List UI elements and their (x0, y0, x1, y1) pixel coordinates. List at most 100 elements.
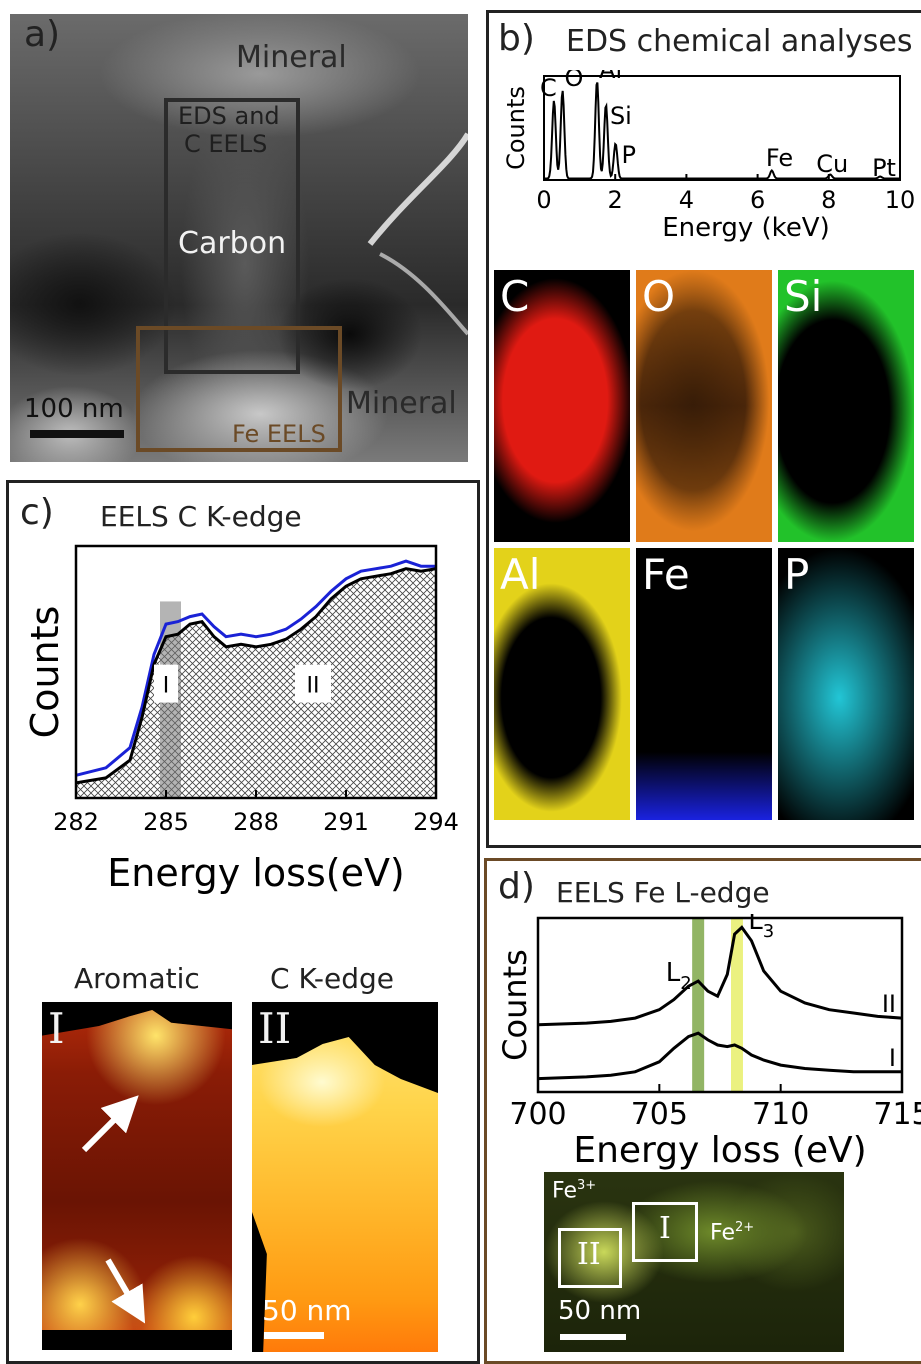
scalebar-c (264, 1332, 324, 1339)
fe-series-line (537, 1031, 902, 1081)
ckedge-x-tick-label: 291 (323, 808, 369, 836)
map-II-title: C K-edge (270, 962, 394, 995)
arrow-down-icon (105, 1258, 146, 1324)
eds-peak-label: Pt (872, 154, 896, 182)
eds-map-label: Al (500, 550, 541, 599)
panel-c-frame (6, 480, 480, 1364)
eds-map-label: Fe (642, 550, 690, 599)
eds-x-tick-label: 6 (750, 186, 765, 214)
fe-ledge-chart: IIIL2L3700705710715Energy loss (eV)Count… (496, 914, 921, 1171)
scalebar-label-a: 100 nm (24, 394, 124, 424)
fe-box-II-label: II (577, 1237, 601, 1272)
panel-c-letter: c) (20, 492, 54, 533)
ckedge-x-axis-label: Energy loss(eV) (107, 851, 405, 895)
eds-peak-label: C (540, 74, 557, 102)
eds-x-tick-label: 10 (885, 186, 916, 214)
eds-map-al: Al (494, 548, 630, 820)
eds-x-tick-label: 8 (821, 186, 836, 214)
fe-y-axis-label: Counts (496, 949, 534, 1061)
label-fe3: Fe3+ (552, 1178, 597, 1204)
eds-spectrum-line (544, 82, 900, 180)
scalebar-a (30, 430, 124, 438)
eds-x-tick-label: 2 (608, 186, 623, 214)
eds-maps-grid: C O Si Al Fe P (494, 270, 921, 822)
fe-peak-label: L2 (666, 958, 692, 994)
fe-box-II: II (558, 1228, 622, 1288)
fe-x-tick-label: 715 (873, 1097, 921, 1132)
map-I-label: I (48, 1004, 65, 1053)
panel-a-letter: a) (24, 14, 61, 55)
label-mineral-top: Mineral (236, 40, 347, 75)
eds-peak-label: O (565, 70, 584, 92)
panel-d-title: EELS Fe L-edge (556, 876, 770, 909)
eds-peak-label: Fe (766, 144, 793, 172)
eds-map-label: O (642, 272, 676, 321)
ckedge-x-tick-label: 294 (413, 808, 459, 836)
eds-map-c: C (494, 270, 630, 542)
label-fe2-charge: 2+ (735, 1220, 755, 1235)
scalebar-label-c: 50 nm (262, 1294, 352, 1327)
eds-map-label: P (784, 550, 810, 599)
eds-x-tick-label: 4 (679, 186, 694, 214)
label-fe-eels: Fe EELS (232, 420, 326, 448)
eds-eels-box (164, 98, 300, 374)
eds-map-fe: Fe (636, 548, 772, 820)
panel-d-frame (484, 858, 921, 1364)
panel-b-title: EDS chemical analyses (566, 24, 913, 59)
label-fe3-charge: 3+ (577, 1178, 597, 1193)
eds-map-label: C (500, 272, 530, 321)
ckedge-region-label: II (307, 674, 320, 699)
fe-box-I: I (632, 1202, 698, 1262)
panel-b-frame (486, 10, 921, 848)
eds-y-axis-label: Counts (502, 86, 530, 170)
fe-band (692, 918, 705, 1092)
eds-map-o: O (636, 270, 772, 542)
fe-series-label: I (889, 1044, 896, 1072)
fe-x-axis-label: Energy loss (eV) (573, 1130, 866, 1171)
ckedge-hatched-area (76, 568, 436, 798)
eds-peak-label: Cu (816, 150, 848, 178)
panel-d-letter: d) (498, 866, 535, 907)
label-fe2: Fe2+ (710, 1220, 755, 1246)
fe-eels-box (136, 326, 342, 452)
map-II-label: II (258, 1004, 292, 1053)
label-eds-line1: EDS and (178, 102, 280, 130)
fe-peak-subscript: 3 (763, 921, 774, 942)
panel-b-letter: b) (498, 18, 535, 59)
sem-image (10, 14, 468, 462)
ckedge-x-tick-label: 285 (143, 808, 189, 836)
fe-series-label: II (882, 990, 896, 1018)
eds-x-tick-label: 0 (536, 186, 551, 214)
ckedge-region-box (295, 664, 331, 703)
ckedge-x-tick-label: 282 (53, 808, 99, 836)
fe-series-line (537, 925, 903, 1027)
ckedge-region-label: I (163, 674, 170, 699)
scalebar-label-d: 50 nm (558, 1296, 642, 1326)
eds-plot-frame (543, 75, 901, 181)
ckedge-y-axis-label: Counts (23, 606, 67, 739)
label-carbon: Carbon (178, 226, 287, 261)
aromatic-map: I (42, 1002, 232, 1350)
ckedge-region-box (154, 664, 178, 703)
panel-c-title: EELS C K-edge (100, 500, 302, 533)
eds-peak-label: P (622, 141, 636, 169)
arrow-up-icon (81, 1095, 139, 1153)
label-mineral-bottom: Mineral (346, 386, 457, 421)
map-I-title: Aromatic (74, 962, 200, 995)
eds-x-axis-label: Energy (keV) (662, 213, 830, 243)
ckedge-x-tick-label: 288 (233, 808, 279, 836)
fe-peak-subscript: 2 (680, 973, 691, 994)
eds-peak-label: Si (610, 102, 632, 130)
fe-oxidation-map: Fe3+ II I Fe2+ 50 nm (544, 1172, 844, 1352)
c-kedge-map: II 50 nm (252, 1002, 438, 1352)
eds-spectrum-chart: C O Al Si P Fe Cu Pt 0 2 4 6 8 10 Energy (keV) Counts (502, 70, 916, 243)
eds-peak-label: Al (599, 70, 622, 84)
eds-map-p: P (778, 548, 914, 820)
fe-x-tick-label: 705 (631, 1097, 688, 1132)
eds-map-si: Si (778, 270, 914, 542)
scalebar-d (560, 1334, 626, 1340)
eds-map-label: Si (784, 272, 823, 321)
fe-x-tick-label: 700 (509, 1097, 566, 1132)
label-eds-line2: C EELS (184, 130, 268, 158)
